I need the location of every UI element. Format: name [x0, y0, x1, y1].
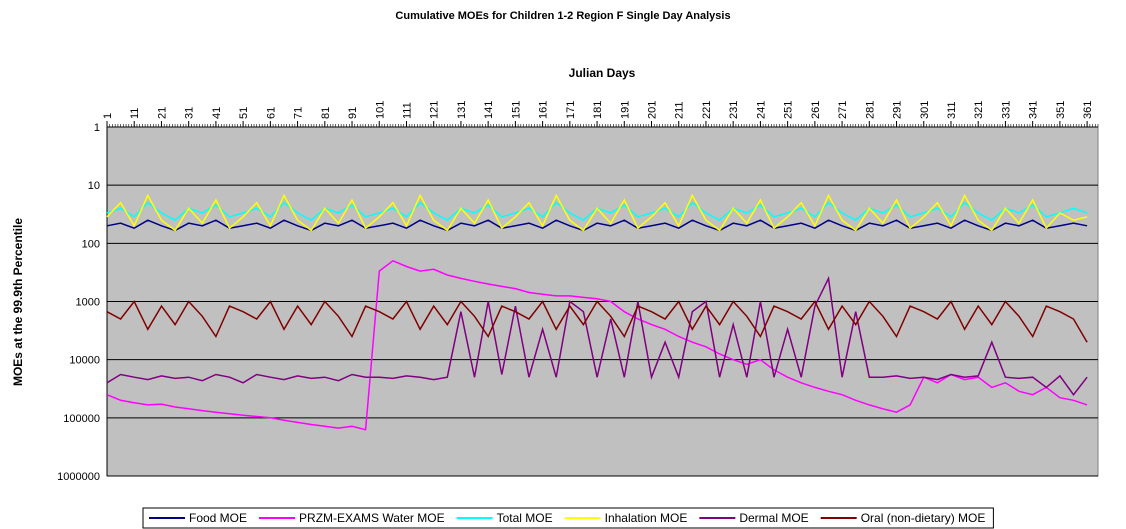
x-tick-label: 301	[919, 101, 931, 119]
x-tick-label: 211	[674, 101, 686, 119]
x-tick-label: 271	[837, 101, 849, 119]
y-tick-label: 10	[88, 180, 100, 192]
x-tick-label: 261	[810, 101, 822, 119]
legend-box	[142, 507, 994, 529]
x-tick-label: 71	[293, 107, 305, 119]
x-tick-label: 11	[129, 108, 141, 119]
chart-title: Cumulative MOEs for Children 1-2 Region …	[395, 10, 730, 22]
legend-label: Inhalation MOE	[605, 511, 688, 525]
series-line	[106, 193, 1088, 232]
y-tick-label: 1000	[76, 297, 100, 309]
x-tick-label: 221	[701, 101, 713, 119]
x-tick-label: 41	[211, 107, 223, 119]
x-tick-label: 61	[265, 107, 277, 119]
x-tick-label: 131	[456, 101, 468, 119]
y-axis-label: MOEs at the 99.9th Percentile	[11, 218, 25, 386]
x-tick-label: 341	[1028, 101, 1040, 119]
x-tick-label: 141	[483, 101, 495, 119]
x-tick-label: 291	[892, 101, 904, 119]
x-tick-label: 321	[973, 101, 985, 119]
y-tick-label: 100000	[63, 413, 100, 425]
y-tick-label: 1000000	[57, 471, 100, 483]
x-tick-label: 241	[755, 101, 767, 119]
x-tick-label: 251	[783, 101, 795, 119]
x-tick-label: 171	[565, 101, 577, 119]
legend-label: Dermal MOE	[739, 511, 808, 525]
legend-label: Total MOE	[497, 511, 553, 525]
x-tick-label: 311	[946, 101, 958, 119]
x-tick-label: 231	[728, 101, 740, 119]
series-line	[106, 219, 1088, 232]
x-tick-label: 161	[538, 101, 550, 119]
x-tick-label: 151	[510, 101, 522, 119]
x-tick-label: 91	[347, 107, 359, 119]
y-tick-label: 100	[82, 238, 100, 250]
y-tick-label: 10000	[69, 355, 100, 367]
x-tick-label: 1	[102, 113, 114, 119]
x-tick-label: 281	[864, 101, 876, 119]
x-tick-label: 101	[374, 101, 386, 119]
x-tick-label: 191	[619, 101, 631, 119]
x-tick-label: 121	[429, 101, 441, 119]
x-tick-label: 21	[156, 107, 168, 119]
x-axis-label: Julian Days	[569, 66, 636, 80]
x-tick-label: 111	[401, 102, 413, 119]
y-tick-label: 1	[94, 122, 100, 134]
x-tick-label: 331	[1000, 101, 1012, 119]
x-tick-label: 31	[184, 107, 196, 119]
series-line	[106, 275, 1088, 396]
legend: Food MOE PRZM-EXAMS Water MOE Total MOE Inh…	[142, 507, 994, 529]
x-tick-label: 81	[320, 107, 332, 119]
x-tick-label: 181	[592, 101, 604, 119]
x-tick-label: 361	[1082, 101, 1094, 119]
legend-label: Oral (non-dietary) MOE	[861, 511, 986, 525]
series-line	[106, 300, 1088, 343]
legend-label: PRZM-EXAMS Water MOE	[299, 511, 445, 525]
x-tick-label: 351	[1055, 101, 1067, 119]
legend-label: Food MOE	[189, 511, 247, 525]
x-tick-label: 201	[647, 101, 659, 119]
x-tick-label: 51	[238, 107, 250, 119]
